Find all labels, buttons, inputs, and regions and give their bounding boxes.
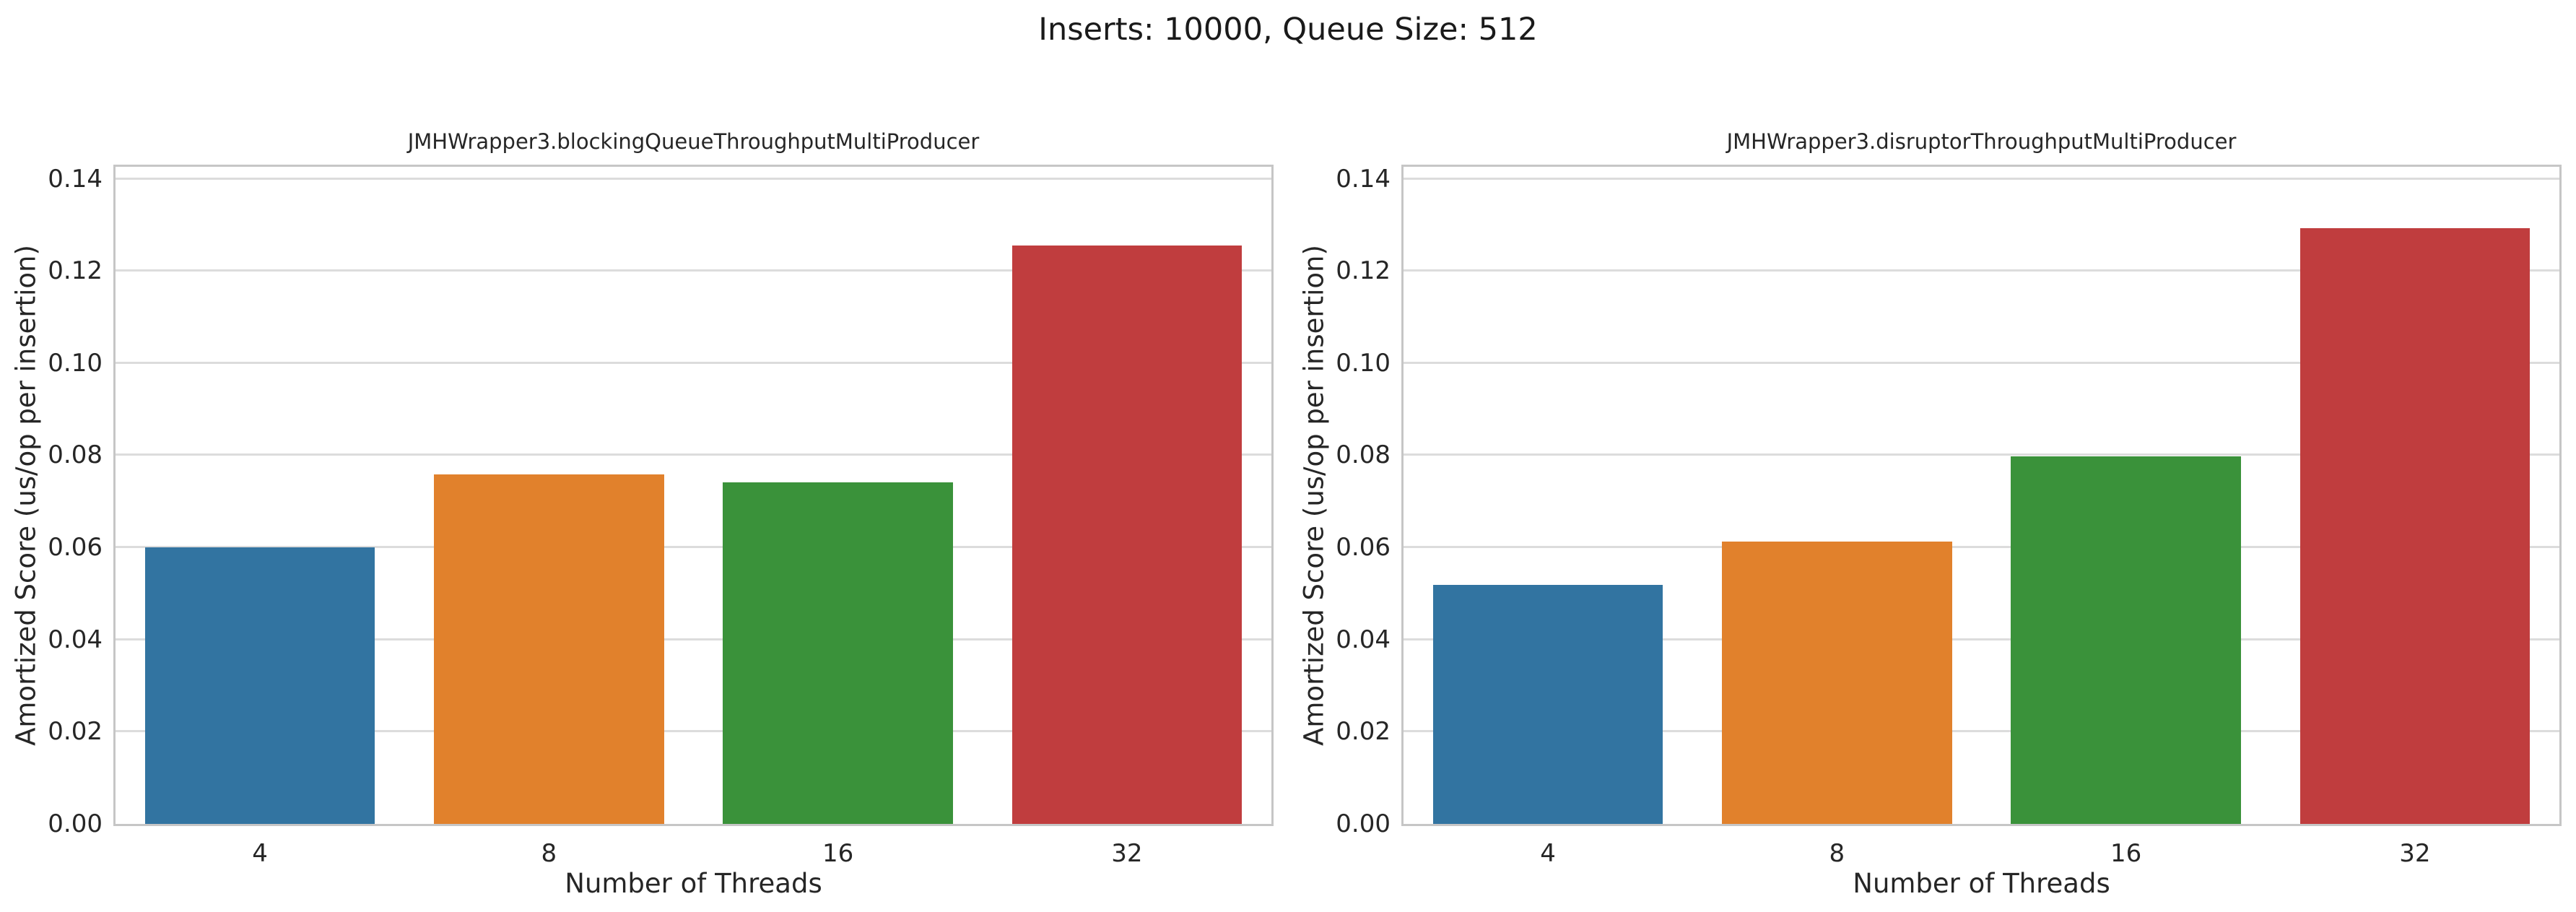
x-tick-label: 16	[822, 839, 854, 868]
y-tick-label: 0.14	[48, 164, 103, 194]
y-tick-label: 0.12	[1336, 256, 1391, 286]
gridline	[116, 638, 1271, 640]
gridline	[116, 177, 1271, 180]
gridline	[116, 453, 1271, 456]
y-tick-label: 0.06	[1336, 533, 1391, 563]
subplot-blocking-queue: JMHWrapper3.blockingQueueThroughputMulti…	[11, 129, 1274, 897]
bar-threads-32	[2299, 227, 2531, 824]
y-tick-label: 0.04	[48, 625, 103, 654]
y-tick-label: 0.00	[48, 809, 103, 838]
y-axis-label: Amortized Score (us/op per insertion)	[1298, 245, 1330, 746]
bar-threads-4	[144, 547, 375, 824]
x-tick-label: 32	[2399, 839, 2431, 868]
bar-threads-8	[1722, 541, 1952, 824]
x-axis-label: Number of Threads	[565, 868, 822, 899]
gridline	[116, 546, 1271, 549]
subplot-title: JMHWrapper3.blockingQueueThroughputMulti…	[407, 129, 980, 154]
bar-threads-4	[1432, 584, 1663, 824]
gridline	[1404, 638, 2559, 640]
y-tick-label: 0.00	[1336, 809, 1391, 838]
y-tick-label: 0.08	[48, 440, 103, 470]
gridline	[1404, 546, 2559, 549]
y-tick-label: 0.12	[48, 256, 103, 286]
x-tick-label: 4	[1540, 839, 1556, 868]
x-tick-label: 4	[252, 839, 268, 868]
bar-threads-32	[1011, 246, 1243, 824]
x-tick-label: 8	[541, 839, 557, 868]
x-axis-label: Number of Threads	[1853, 868, 2110, 899]
y-tick-label: 0.04	[1336, 625, 1391, 654]
y-tick-label: 0.02	[48, 717, 103, 747]
gridline	[1404, 269, 2559, 272]
bar-threads-8	[434, 474, 664, 824]
gridline	[1404, 453, 2559, 456]
subplot-title: JMHWrapper3.disruptorThroughputMultiProd…	[1726, 129, 2237, 154]
figure-title: Inserts: 10000, Queue Size: 512	[1038, 12, 1538, 48]
x-tick-label: 8	[1829, 839, 1845, 868]
y-tick-label: 0.08	[1336, 440, 1391, 470]
y-tick-label: 0.06	[48, 533, 103, 563]
gridline	[1404, 361, 2559, 364]
plot-area: JMHWrapper3.blockingQueueThroughputMulti…	[11, 129, 1274, 897]
x-tick-label: 16	[2110, 839, 2142, 868]
bar-threads-16	[723, 482, 953, 824]
gridline	[1404, 177, 2559, 180]
y-tick-label: 0.10	[1336, 348, 1391, 378]
subplot-disruptor: JMHWrapper3.disruptorThroughputMultiProd…	[1288, 0, 2576, 912]
plot-area: JMHWrapper3.disruptorThroughputMultiProd…	[1299, 129, 2562, 897]
bar-threads-16	[2011, 456, 2241, 824]
gridline	[1404, 730, 2559, 733]
y-axis-label: Amortized Score (us/op per insertion)	[10, 245, 42, 746]
y-tick-label: 0.10	[48, 348, 103, 378]
gridline	[116, 269, 1271, 272]
y-tick-label: 0.14	[1336, 164, 1391, 194]
gridline	[116, 730, 1271, 733]
y-tick-label: 0.02	[1336, 717, 1391, 747]
x-tick-label: 32	[1111, 839, 1143, 868]
gridline	[116, 361, 1271, 364]
